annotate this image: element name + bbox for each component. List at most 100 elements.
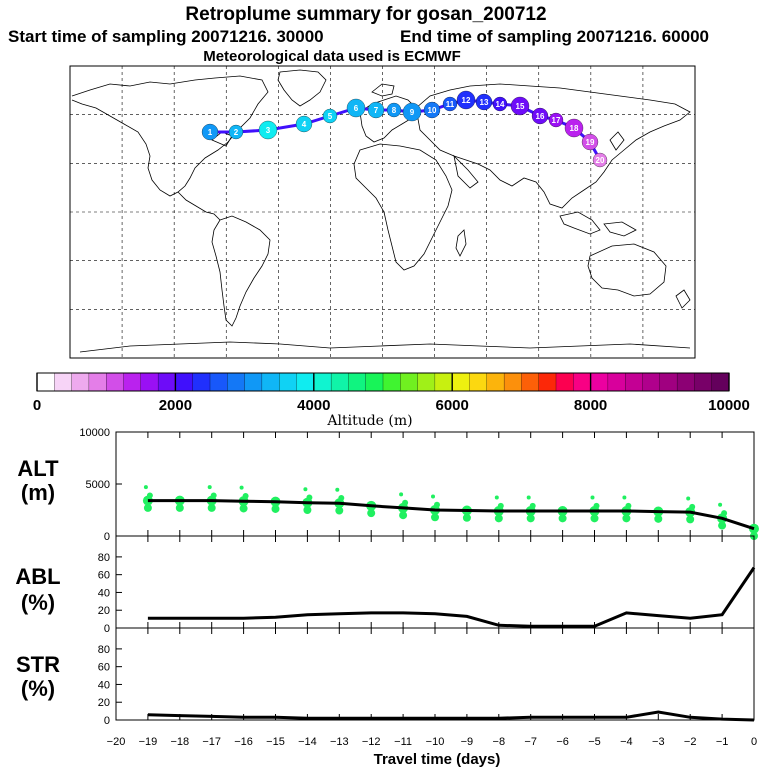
alt-scatter-point bbox=[431, 513, 439, 522]
colorbar-cell bbox=[452, 372, 470, 392]
plume-marker bbox=[423, 101, 441, 119]
colorbar-cell bbox=[175, 372, 194, 392]
colorbar-tick-label: 2000 bbox=[159, 397, 192, 414]
alt-scatter-point bbox=[143, 503, 152, 512]
colorbar-cell bbox=[434, 372, 453, 392]
alt-scatter-point bbox=[367, 509, 376, 518]
alt-scatter-point bbox=[146, 492, 153, 499]
plume-marker-day: 20 bbox=[596, 156, 605, 165]
x-tick-label: −8 bbox=[493, 736, 506, 748]
alt-scatter-point bbox=[239, 504, 248, 513]
plume-marker-day: 11 bbox=[446, 100, 455, 109]
x-tick-label: −13 bbox=[330, 736, 349, 748]
y-tick-label: 40 bbox=[98, 587, 110, 599]
y-tick-label: 0 bbox=[104, 715, 110, 727]
x-tick-label: −20 bbox=[107, 736, 126, 748]
colorbar-cell bbox=[590, 372, 609, 392]
alt-scatter-point bbox=[207, 485, 212, 490]
colorbar-cell bbox=[123, 372, 142, 392]
str-panel-unit: (%) bbox=[21, 676, 55, 701]
colorbar-cell bbox=[106, 372, 124, 392]
alt-scatter-point bbox=[335, 487, 340, 492]
plume-marker-day: 2 bbox=[234, 128, 239, 137]
alt-scatter-point bbox=[239, 485, 244, 490]
x-tick-label: −11 bbox=[394, 736, 412, 748]
x-tick-label: −10 bbox=[426, 736, 445, 748]
y-tick-label: 20 bbox=[98, 605, 110, 617]
plume-marker bbox=[228, 124, 244, 140]
plume-marker bbox=[548, 112, 564, 128]
alt-scatter-point bbox=[210, 492, 217, 499]
colorbar-tick-label: 6000 bbox=[436, 397, 469, 414]
abl-panel-label: ABL bbox=[15, 564, 60, 589]
alt-scatter-point bbox=[590, 495, 595, 500]
y-tick-label: 0 bbox=[104, 531, 110, 543]
alt-scatter-point bbox=[593, 502, 600, 509]
alt-scatter-point bbox=[718, 502, 723, 507]
plume-marker-day: 3 bbox=[266, 126, 271, 135]
plume-marker bbox=[346, 98, 366, 118]
y-tick-label: 0 bbox=[104, 623, 110, 635]
colorbar-cell bbox=[330, 372, 349, 392]
y-tick-label: 10000 bbox=[79, 427, 110, 439]
colorbar-cell bbox=[400, 372, 419, 392]
alt-scatter-point bbox=[399, 511, 408, 520]
panel-frame bbox=[115, 627, 755, 721]
plume-marker-day: 18 bbox=[570, 124, 579, 133]
title-line1: Retroplume summary for gosan_200712 bbox=[185, 4, 546, 25]
colorbar-cell bbox=[54, 372, 73, 392]
colorbar-cell bbox=[625, 372, 643, 392]
title-end-time: End time of sampling 20071216. 60000 bbox=[400, 27, 709, 46]
colorbar-cell bbox=[261, 372, 280, 392]
plume-marker bbox=[564, 118, 584, 138]
colorbar-label: Altitude (m) bbox=[326, 413, 412, 429]
panel-1: 0 20 40 60 80 bbox=[98, 535, 756, 635]
colorbar-cell bbox=[296, 372, 315, 392]
colorbar-cell bbox=[607, 372, 626, 392]
altitude-colorbar: 0 2000 4000 6000 8000 10000 Altitude (m) bbox=[33, 372, 750, 429]
alt-scatter-point bbox=[207, 503, 216, 512]
plume-marker bbox=[402, 102, 422, 122]
plume-marker bbox=[456, 90, 476, 110]
alt-scatter-point bbox=[303, 506, 312, 514]
alt-scatter-point bbox=[271, 504, 280, 513]
colorbar-cell bbox=[469, 372, 488, 392]
y-tick-label: 80 bbox=[98, 644, 110, 656]
x-tick-label: −12 bbox=[362, 736, 381, 748]
alt-scatter-point bbox=[590, 514, 599, 523]
x-tick-label: −5 bbox=[588, 736, 601, 748]
colorbar-cell bbox=[503, 372, 522, 392]
colorbar-tick-label: 0 bbox=[33, 397, 41, 414]
plume-marker-day: 13 bbox=[480, 98, 489, 107]
colorbar-tick-label: 8000 bbox=[574, 397, 607, 414]
x-tick-label: −7 bbox=[524, 736, 537, 748]
colorbar-cell bbox=[659, 372, 678, 392]
plume-marker bbox=[475, 93, 493, 111]
y-tick-label: 5000 bbox=[86, 479, 110, 491]
x-tick-label: −16 bbox=[234, 736, 253, 748]
plume-marker-day: 19 bbox=[586, 138, 595, 147]
colorbar-cell bbox=[555, 372, 574, 392]
colorbar-cell bbox=[642, 372, 661, 392]
colorbar-cell bbox=[313, 372, 332, 392]
y-tick-label: 40 bbox=[98, 679, 110, 691]
alt-scatter-point bbox=[175, 503, 184, 512]
plume-marker bbox=[201, 123, 219, 141]
alt-scatter-point bbox=[749, 523, 759, 534]
alt-scatter-point bbox=[558, 514, 567, 523]
plume-marker bbox=[592, 152, 608, 168]
alt-scatter-point bbox=[625, 502, 632, 509]
colorbar-cell bbox=[157, 372, 176, 392]
alt-scatter-point bbox=[303, 487, 308, 492]
plume-marker-day: 14 bbox=[496, 100, 505, 109]
title-start-time: Start time of sampling 20071216. 30000 bbox=[8, 27, 324, 46]
alt-panel-unit: (m) bbox=[21, 480, 55, 505]
plume-marker-day: 4 bbox=[302, 120, 307, 129]
series-line bbox=[147, 499, 755, 531]
colorbar-cell bbox=[140, 372, 159, 392]
alt-scatter-point bbox=[497, 502, 504, 509]
y-tick-label: 60 bbox=[98, 570, 110, 582]
plume-marker-day: 5 bbox=[328, 112, 333, 121]
x-tick-label: −19 bbox=[139, 736, 158, 748]
alt-scatter-point bbox=[654, 514, 663, 523]
